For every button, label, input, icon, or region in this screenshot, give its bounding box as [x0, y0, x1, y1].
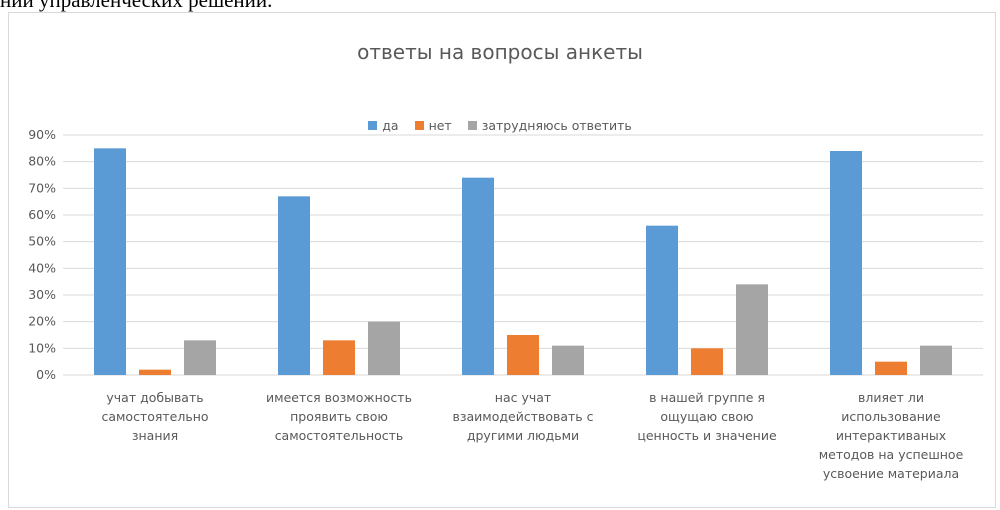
x-category-label: учат добывать самостоятельно знания	[65, 388, 245, 445]
legend-item-zatrud: затрудняюсь ответить	[467, 118, 632, 133]
x-category-label-line: методов на успешное	[818, 447, 964, 462]
bar-net	[875, 361, 907, 375]
bar-net	[507, 335, 539, 375]
legend-label-net: нет	[428, 118, 452, 133]
x-category-label: влияет ли использование интерактиваных мето…	[801, 388, 981, 483]
bar-da	[462, 177, 494, 375]
bar-net	[323, 340, 355, 375]
bar-zatrud	[552, 345, 584, 375]
bar-zatrud	[920, 345, 952, 375]
x-category-label-line: использование	[841, 409, 941, 424]
page-text-fragment: ний управленческих решений.	[0, 0, 273, 12]
y-tick-label: 80%	[28, 154, 56, 169]
x-category-label-line: имеется возможность	[266, 390, 412, 405]
x-category-label-line: ценность и значение	[637, 428, 777, 443]
x-category-label: в нашей группе я ощущаю свою ценность и зн…	[617, 388, 797, 445]
y-tick-label: 70%	[28, 180, 56, 195]
x-category-label-line: влияет ли	[857, 390, 925, 405]
x-category-label-line: другими людьми	[466, 428, 580, 443]
x-category-label-line: ощущаю свою	[660, 409, 754, 424]
x-category-label-line: усвоение материала	[822, 466, 960, 481]
bar-da	[278, 196, 310, 375]
y-tick-label: 10%	[28, 340, 56, 355]
y-tick-label: 40%	[28, 260, 56, 275]
x-category-label-line: самостоятельность	[274, 428, 404, 443]
legend-label-da: да	[382, 118, 399, 133]
y-tick-label: 0%	[36, 367, 56, 382]
bar-net	[691, 348, 723, 375]
legend-swatch-zatrud	[467, 121, 477, 130]
bar-da	[94, 148, 126, 375]
bar-da	[830, 151, 862, 375]
x-category-label: имеется возможность проявить свою самостоя…	[249, 388, 429, 445]
bar-zatrud	[736, 284, 768, 375]
y-tick-label: 90%	[28, 127, 56, 142]
bar-da	[646, 225, 678, 375]
chart-legend: да нет затрудняюсь ответить	[0, 118, 1000, 133]
legend-item-da: да	[368, 118, 399, 133]
x-category-label-line: знания	[131, 428, 179, 443]
x-category-label-line: в нашей группе я	[649, 390, 765, 405]
x-category-label-line: проявить свою	[290, 409, 388, 424]
x-category-label-line: взаимодействовать с	[452, 409, 594, 424]
y-tick-label: 50%	[28, 234, 56, 249]
x-category-label-line: самостоятельно	[101, 409, 209, 424]
y-tick-label: 30%	[28, 287, 56, 302]
legend-item-net: нет	[414, 118, 452, 133]
x-category-label-line: нас учат	[494, 390, 552, 405]
bar-net	[139, 369, 171, 375]
legend-label-zatrud: затрудняюсь ответить	[481, 118, 632, 133]
x-category-label-line: интерактиваных	[835, 428, 947, 443]
x-category-label: нас учат взаимодействовать с другими людьм…	[433, 388, 613, 445]
legend-swatch-net	[414, 121, 424, 130]
chart-title: ответы на вопросы анкеты	[357, 40, 643, 64]
x-category-label-line: учат добывать	[106, 390, 204, 405]
y-tick-label: 60%	[28, 207, 56, 222]
y-tick-label: 20%	[28, 314, 56, 329]
legend-swatch-da	[368, 121, 378, 130]
bar-zatrud	[368, 321, 400, 375]
bar-zatrud	[184, 340, 216, 375]
